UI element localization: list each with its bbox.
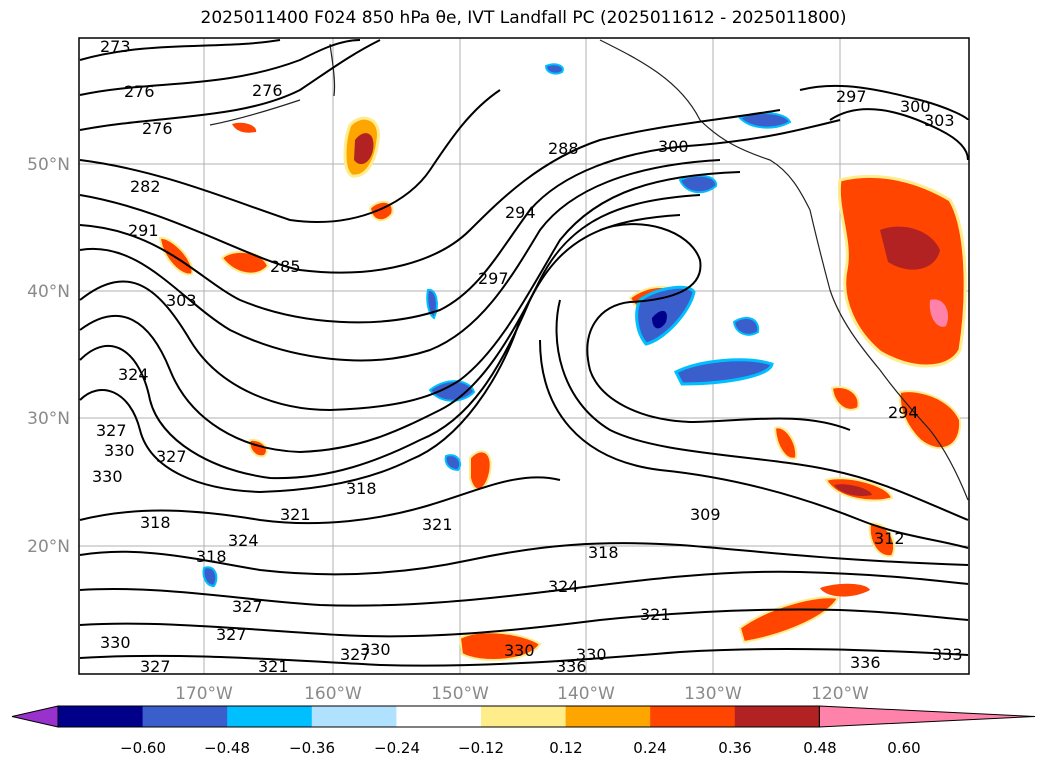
contour-label: 276: [252, 81, 283, 100]
map-area: [79, 38, 969, 674]
colorbar-tick: −0.60: [120, 739, 166, 757]
lon-label: 130°W: [684, 684, 742, 704]
contour-label: 312: [874, 529, 905, 548]
contour-label: 282: [130, 177, 161, 196]
contour-label: 330: [100, 633, 131, 652]
colorbar-tick: −0.24: [374, 739, 420, 757]
colorbar-ticks: −0.60 −0.48 −0.36 −0.24 −0.12 0.12 0.24 …: [120, 739, 921, 757]
contour-label: 318: [140, 513, 171, 532]
contour-label: 291: [128, 221, 159, 240]
theta-e-contours: [79, 39, 969, 667]
colorbar-segment: [58, 706, 144, 727]
contour-label: 327: [340, 645, 371, 664]
contour-label: 294: [888, 403, 919, 422]
latitude-labels: 50°N 40°N 30°N 20°N: [27, 155, 70, 557]
contour-label: 330: [504, 641, 535, 660]
colorbar-tick: 0.60: [887, 739, 920, 757]
contour-label: 273: [100, 37, 131, 56]
contour-label: 333: [932, 645, 963, 664]
contour-label: 276: [124, 82, 155, 101]
contour-label: 327: [156, 447, 187, 466]
contour-label: 330: [104, 441, 135, 460]
contour-label: 321: [640, 605, 671, 624]
colorbar-outline: [57, 705, 820, 728]
colorbar-tick: 0.24: [633, 739, 666, 757]
coastlines: [209, 39, 969, 501]
colorbar-segment: [650, 706, 736, 727]
map-title: 2025011400 F024 850 hPa θe, IVT Landfall…: [200, 8, 847, 28]
colorbar-segment: [311, 706, 397, 727]
lon-label: 120°W: [811, 684, 869, 704]
lon-label: 140°W: [557, 684, 615, 704]
colorbar-segment: [565, 706, 651, 727]
colorbar-tick: −0.36: [289, 739, 335, 757]
colorbar-tick: 0.12: [549, 739, 582, 757]
contour-label: 324: [228, 531, 259, 550]
contour-label: 303: [924, 111, 955, 130]
contour-label: 321: [422, 515, 453, 534]
contour-label: 309: [690, 505, 721, 524]
colorbar-tick: 0.48: [803, 739, 836, 757]
contour-label: 330: [576, 645, 607, 664]
lat-label: 20°N: [27, 537, 70, 557]
colorbar-extend-low: [11, 705, 59, 728]
contour-label: 318: [196, 547, 227, 566]
contour-label: 294: [505, 203, 536, 222]
longitude-labels: 170°W 160°W 150°W 140°W 130°W 120°W: [175, 684, 869, 704]
lon-label: 160°W: [304, 684, 362, 704]
colorbar-tick: −0.48: [204, 739, 250, 757]
colorbar-segment: [396, 706, 482, 727]
lon-label: 170°W: [175, 684, 233, 704]
contour-label: 276: [142, 119, 173, 138]
contour-label: 327: [140, 657, 171, 676]
contour-label: 336: [850, 653, 881, 672]
colorbar: [11, 705, 1036, 728]
contour-label: 330: [92, 467, 123, 486]
contour-label: 300: [658, 137, 689, 156]
contour-label: 288: [548, 139, 579, 158]
colorbar-extend-high: [818, 705, 1036, 728]
contour-label: 324: [548, 577, 579, 596]
contour-label: 285: [270, 257, 301, 276]
contour-label: 321: [280, 505, 311, 524]
contour-label: 330: [360, 640, 391, 659]
lon-label: 150°W: [431, 684, 489, 704]
map-frame: [78, 37, 970, 675]
contour-label: 300: [900, 97, 931, 116]
contour-label: 327: [232, 597, 263, 616]
contour-label: 324: [118, 365, 149, 384]
lat-label: 40°N: [27, 282, 70, 302]
colorbar-segment: [734, 706, 820, 727]
colorbar-segment: [481, 706, 567, 727]
contour-label: 318: [346, 479, 377, 498]
colorbar-tick: −0.12: [458, 739, 504, 757]
contour-label: 321: [258, 657, 289, 676]
contour-labels: 273 276 276 276 282 288 291 285 294 297 …: [92, 37, 963, 676]
contour-label: 297: [478, 269, 509, 288]
colorbar-tick: 0.36: [718, 739, 751, 757]
contour-label: 327: [96, 421, 127, 440]
contour-label: 303: [166, 291, 197, 310]
lat-label: 50°N: [27, 155, 70, 175]
contour-label: 336: [556, 657, 587, 676]
lat-label: 30°N: [27, 409, 70, 429]
pc-shading: [158, 63, 967, 661]
contour-label: 327: [216, 625, 247, 644]
contour-label: 318: [588, 543, 619, 562]
colorbar-segment: [142, 706, 228, 727]
contour-label: 297: [836, 87, 867, 106]
colorbar-segment: [227, 706, 313, 727]
